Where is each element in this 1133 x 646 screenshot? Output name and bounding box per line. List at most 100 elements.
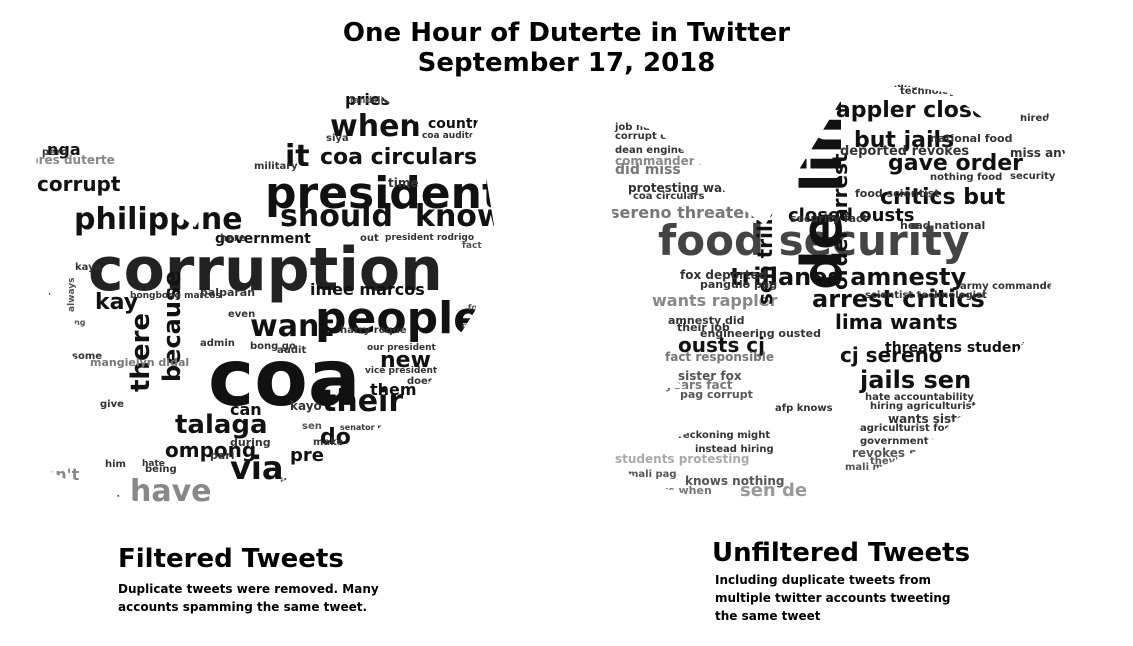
cloud-word: out [360, 233, 379, 244]
cloud-word: ousts cj [678, 333, 766, 357]
cloud-word: government [215, 231, 311, 247]
cloud-word: corrupt corrupt [615, 131, 702, 142]
cloud-word: during [230, 436, 271, 449]
cloud-word: their job [677, 321, 730, 334]
cloud-word: jails sen [860, 366, 972, 394]
unfiltered-tweets-description: Including duplicate tweets from multiple… [715, 573, 951, 623]
cloud-word: mali pag [628, 469, 677, 480]
cloud-word: can't [35, 465, 80, 484]
cloud-word: hate accountability [865, 392, 974, 403]
cloud-word: fact [462, 241, 482, 251]
cloud-word: have [130, 474, 212, 509]
cloud-word: army commander [960, 281, 1059, 292]
cloud-word: protesting wants [628, 181, 744, 195]
cloud-word: food security [658, 216, 970, 265]
filtered-word-cloud: corruption coa president people philippine sh… [30, 86, 505, 509]
cloud-word: wants sister [888, 412, 971, 426]
cloud-word: time [388, 176, 419, 190]
cloud-word: pero [42, 147, 68, 158]
cloud-word: government years [860, 436, 963, 447]
cloud-word: sister fox [678, 369, 742, 383]
cloud-word: kaya [75, 262, 102, 273]
cloud-word: can [230, 400, 262, 419]
cloud-word: corruption [88, 235, 443, 305]
cloud-word: miss anything [1010, 146, 1100, 160]
cloud-word: pres duterte [30, 153, 115, 167]
cloud-word: president [265, 168, 504, 219]
cloud-word: days when [646, 484, 712, 497]
cloud-word: ompong [165, 438, 257, 462]
cloud-word: ito [280, 477, 296, 488]
cloud-word: should [280, 199, 393, 234]
cloud-word: audit [277, 345, 307, 356]
cloud-word: years fact [665, 378, 733, 392]
cloud-word: want [250, 309, 334, 344]
cloud-word: new [380, 348, 431, 373]
cloud-word: gave order [888, 151, 1023, 176]
cloud-word: govt [462, 321, 483, 330]
cloud-word: wants rappler [652, 291, 778, 310]
cloud-word: coa circulars [320, 145, 478, 170]
cloud-word: when [330, 109, 421, 144]
cloud-word: pre [290, 445, 324, 466]
cloud-word: security afp [1010, 171, 1078, 182]
cloud-word: vice president [365, 366, 438, 376]
cloud-word: students protesting [615, 452, 750, 466]
cloud-word: lima wants [835, 310, 958, 334]
cloud-word: instead hiring [695, 444, 774, 455]
cloud-word: hiring agriculturist [870, 401, 977, 412]
cloud-word: pari [210, 449, 235, 462]
cloud-word: always [67, 277, 77, 313]
cloud-word: read [92, 493, 121, 506]
cloud-word: afp knows [775, 403, 833, 414]
unfiltered-word-cloud: food security de lima trillanes amnesty arr… [600, 84, 1100, 507]
cloud-word: kayo [290, 399, 322, 413]
cloud-word: bongbong marcos [130, 291, 221, 301]
cloud-word: admin [200, 338, 235, 349]
cloud-word: coa auditor [422, 131, 480, 141]
cloud-word: their [322, 384, 404, 419]
cloud-word: but jails [854, 128, 955, 153]
cloud-word: philippine [74, 202, 243, 237]
cloud-word: job huwag [615, 122, 674, 133]
cloud-word: mali mali [845, 462, 897, 473]
cloud-word: him [105, 459, 126, 470]
cloud-word: amnesty did [668, 314, 745, 327]
cloud-word: landslide [350, 96, 397, 106]
filtered-tweets-heading: Filtered Tweets [118, 544, 344, 574]
cloud-word: some [72, 351, 103, 362]
cloud-word: siya [326, 133, 349, 144]
cloud-word: palparan [200, 286, 256, 299]
cloud-word: fox deported [680, 268, 768, 282]
cloud-word: itong [62, 318, 86, 327]
cloud-word: head national [900, 219, 986, 232]
cloud-word: right [403, 95, 428, 105]
cloud-word: president rodrigo [385, 233, 475, 243]
cloud-word: via [230, 449, 284, 487]
cloud-word: our president [367, 343, 436, 353]
cloud-word: cj sereno [840, 343, 943, 367]
title-line-2: September 17, 2018 [417, 48, 716, 78]
cloud-word: national food [930, 132, 1013, 145]
cloud-word: coa circulars [633, 191, 705, 202]
cloud-word: mangielyn didal [90, 356, 190, 369]
cloud-word: know [415, 199, 505, 234]
cloud-word: my [32, 289, 51, 302]
cloud-word: arrest critics [812, 285, 985, 313]
cloud-word: make [313, 437, 344, 448]
cloud-word: there [126, 312, 156, 392]
cloud-word: kay [95, 290, 139, 315]
cloud-word: threatens students [885, 340, 1037, 356]
cloud-word: here [220, 233, 246, 244]
cloud-word: talaga [175, 410, 268, 440]
cloud-word: did miss [615, 162, 681, 178]
cloud-word: military [254, 161, 298, 172]
cloud-word: they're doing [870, 456, 946, 467]
cloud-word: do [320, 425, 351, 450]
cloud-word: sen [302, 421, 322, 432]
cloud-word: harry roque [340, 325, 407, 336]
cloud-word: food scientist [855, 187, 940, 200]
cloud-word: critics but [880, 185, 1006, 210]
cloud-word: knows nothing [685, 474, 785, 488]
unfiltered-tweets-heading: Unfiltered Tweets [712, 538, 971, 568]
